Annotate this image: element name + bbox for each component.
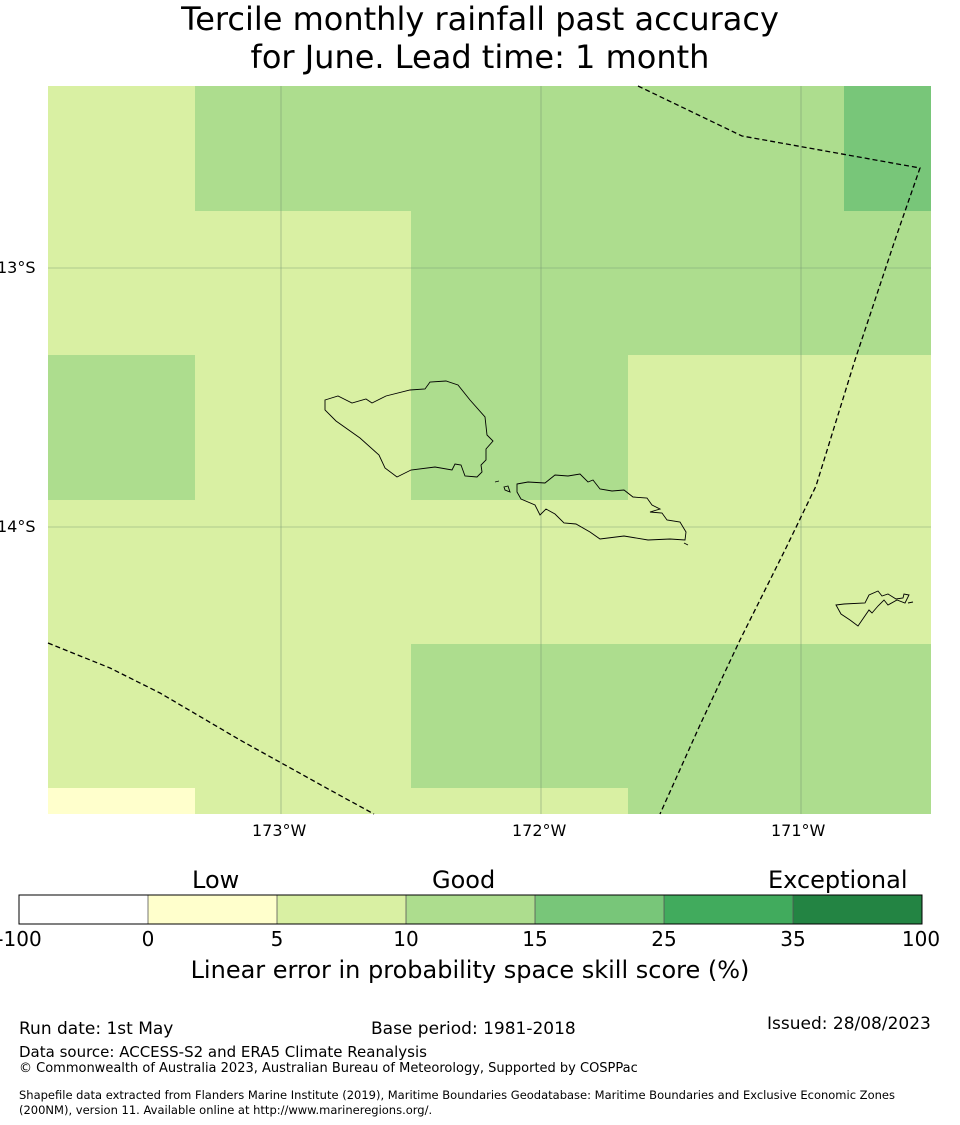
colorbar-tick-label: 10 (393, 927, 419, 951)
lon-label-173w: 173°W (252, 821, 307, 840)
lon-label-171w: 171°W (771, 821, 826, 840)
colorbar-bin (664, 895, 793, 924)
colorbar-bin (406, 895, 535, 924)
coastlines (324, 380, 914, 627)
skill-grid (48, 86, 931, 814)
base-period: Base period: 1981-2018 (371, 1019, 576, 1039)
colorbar-category-low: Low (192, 866, 240, 894)
colorbar-tick-label: 5 (270, 927, 284, 951)
colorbar-bin (535, 895, 664, 924)
colorbar-bin (277, 895, 406, 924)
shapefile-credit-line-2: (200NM), version 11. Available online at… (19, 1103, 433, 1117)
lat-label-14s: 14°S (0, 517, 36, 536)
colorbar-bin (793, 895, 922, 924)
eez-boundary-north (637, 85, 921, 815)
island-upolu (516, 473, 687, 541)
colorbar-bin (19, 895, 148, 924)
lat-label-13s: 13°S (0, 258, 36, 277)
grid-cell (411, 644, 931, 788)
grid-cell (411, 211, 931, 355)
island-upolu-tip (683, 542, 689, 546)
grid-cell (195, 86, 844, 211)
colorbar-tick-label: 15 (522, 927, 548, 951)
colorbar-tick-label: -100 (0, 927, 42, 951)
colorbar-tick-label: 100 (901, 927, 941, 951)
island-apolima (494, 480, 500, 483)
colorbar-category-exceptional: Exceptional (768, 866, 908, 894)
map-title: Tercile monthly rainfall past accuracy f… (0, 0, 960, 76)
shapefile-credit-line-1: Shapefile data extracted from Flanders M… (19, 1088, 895, 1102)
colorbar-bin (148, 895, 277, 924)
eez-boundaries (47, 85, 921, 815)
copyright-notice: © Commonwealth of Australia 2023, Austra… (19, 1061, 638, 1076)
colorbar-frame (18, 894, 923, 925)
data-source: Data source: ACCESS-S2 and ERA5 Climate … (19, 1043, 427, 1061)
issued-date: Issued: 28/08/2023 (767, 1014, 931, 1034)
grid-cell (48, 355, 195, 500)
grid-cell (844, 86, 931, 211)
map-title-line-1: Tercile monthly rainfall past accuracy (181, 0, 779, 38)
colorbar-title: Linear error in probability space skill … (190, 956, 750, 984)
island-savaii (324, 380, 494, 478)
grid-cell (48, 788, 195, 814)
grid-cell (411, 355, 628, 500)
colorbar (18, 894, 923, 925)
island-aunuu (907, 601, 914, 604)
island-manono (503, 485, 511, 493)
eez-boundary-southwest (47, 642, 375, 815)
colorbar-tick-label: 0 (141, 927, 155, 951)
lon-label-172w: 172°W (512, 821, 567, 840)
colorbar-tick-label: 25 (651, 927, 677, 951)
island-tutuila (835, 590, 910, 627)
grid-cell (628, 788, 931, 814)
run-date: Run date: 1st May (19, 1019, 174, 1039)
skill-map (18, 85, 931, 925)
colorbar-tick-label: 35 (780, 927, 806, 951)
graticule (48, 86, 931, 814)
colorbar-category-good: Good (432, 866, 496, 894)
map-title-line-2: for June. Lead time: 1 month (250, 38, 710, 76)
